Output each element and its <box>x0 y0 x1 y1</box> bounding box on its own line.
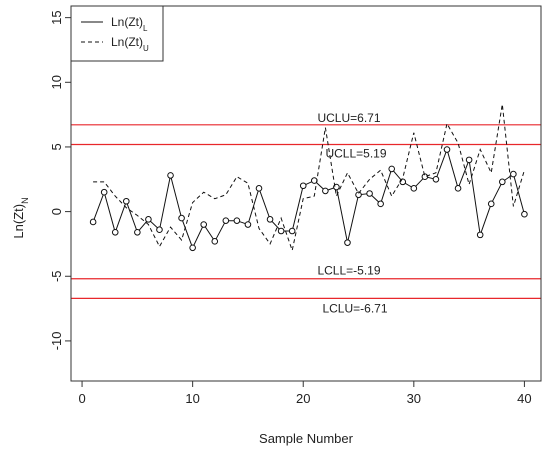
data-point <box>344 239 351 246</box>
data-point <box>222 217 230 224</box>
x-tick-label: 10 <box>185 391 199 406</box>
legend-label: Ln(Zt)L <box>111 15 148 33</box>
y-tick-label: -5 <box>49 270 64 282</box>
control-limit-lines: UCLU=6.71 UCLL=5.19 LCLL=-5.19 LCLU=-6.71 <box>71 111 541 315</box>
legend-box <box>70 5 164 62</box>
data-point <box>100 188 108 196</box>
y-tick-label: 10 <box>49 75 64 89</box>
data-point <box>510 170 517 178</box>
data-point <box>487 200 495 208</box>
x-tick-label: 30 <box>407 391 421 406</box>
data-point <box>167 172 174 179</box>
control-limit-label: UCLL=5.19 <box>325 146 386 160</box>
data-point <box>498 178 506 186</box>
data-point <box>189 244 196 252</box>
axes: 0 10 20 30 40 -10 -5 0 5 10 15 <box>49 5 542 406</box>
data-point <box>476 231 484 239</box>
data-point <box>288 227 296 235</box>
data-point <box>465 156 473 164</box>
data-point <box>322 187 329 195</box>
y-tick-label: 15 <box>49 10 64 24</box>
data-point <box>178 214 185 222</box>
series-line-upper <box>93 104 525 253</box>
x-axis-label: Sample Number <box>259 431 354 446</box>
data-point <box>521 210 528 218</box>
control-limit-label: LCLL=-5.19 <box>317 264 380 278</box>
data-point <box>277 227 285 235</box>
data-point <box>355 191 362 199</box>
data-point <box>134 228 141 236</box>
legend-label-subscript: U <box>143 44 149 53</box>
x-tick-label: 40 <box>517 391 531 406</box>
data-point <box>255 185 263 192</box>
data-point <box>200 221 208 228</box>
data-point <box>89 218 97 226</box>
legend-label: Ln(Zt)U <box>111 35 149 53</box>
data-point <box>299 182 307 190</box>
y-tick-label: 0 <box>49 208 64 215</box>
plot-frame <box>70 5 542 382</box>
data-point <box>122 197 130 205</box>
data-point <box>432 175 440 183</box>
data-point <box>454 185 462 192</box>
data-point <box>410 185 418 192</box>
y-axis-label: Ln(Zt)N <box>11 197 30 238</box>
data-point <box>244 221 252 228</box>
x-tick-label: 20 <box>296 391 310 406</box>
data-point <box>156 226 163 234</box>
legend-label-subscript: L <box>143 24 148 33</box>
data-point <box>145 216 152 223</box>
data-point <box>421 173 429 180</box>
data-point <box>366 190 373 197</box>
series-line-lower <box>92 147 525 250</box>
data-point <box>233 217 241 224</box>
data-point <box>377 200 384 208</box>
y-axis-label-subscript: N <box>20 197 30 204</box>
control-limit-label: UCLU=6.71 <box>317 111 380 125</box>
y-tick-label: -10 <box>49 332 64 351</box>
data-series <box>89 104 528 253</box>
data-point <box>111 228 119 236</box>
data-point <box>388 165 396 173</box>
data-point <box>443 146 451 153</box>
control-limit-label: LCLU=-6.71 <box>322 301 387 315</box>
legend-label-main: Ln(Zt) <box>111 15 143 29</box>
x-tick-label: 0 <box>78 391 85 406</box>
y-tick-label: 5 <box>49 143 64 150</box>
legend-label-main: Ln(Zt) <box>111 35 143 49</box>
legend: Ln(Zt)LLn(Zt)U <box>70 5 164 62</box>
data-point <box>211 238 219 245</box>
data-point <box>266 216 274 223</box>
y-axis-label-main: Ln(Zt) <box>11 204 26 239</box>
